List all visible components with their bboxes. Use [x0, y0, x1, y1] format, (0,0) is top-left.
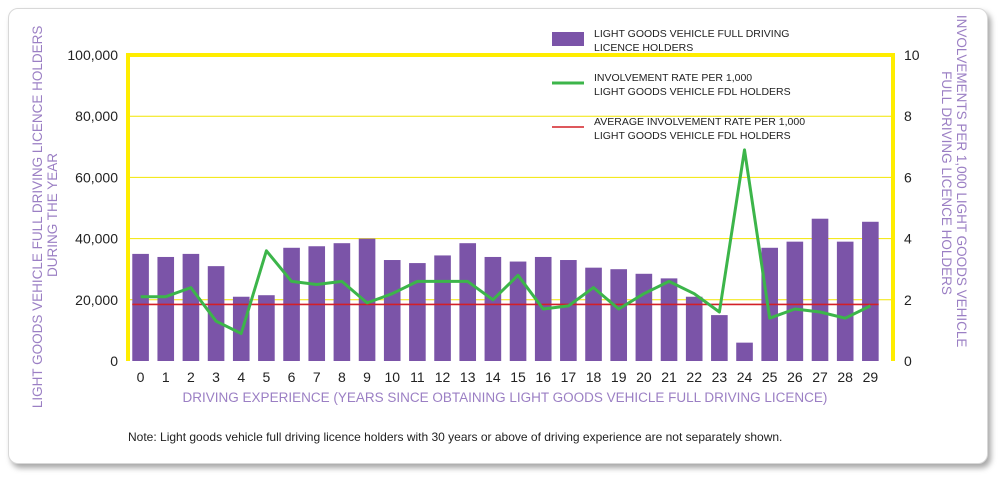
plot-frame [126, 53, 895, 361]
x-tick-label: 10 [384, 369, 400, 385]
x-tick-label: 13 [460, 369, 476, 385]
x-tick-label: 26 [787, 369, 803, 385]
legend: LIGHT GOODS VEHICLE FULL DRIVING LICENCE … [552, 28, 805, 142]
footnote: Note: Light goods vehicle full driving l… [128, 430, 782, 444]
bar [509, 261, 527, 361]
bar [258, 295, 275, 361]
x-tick-label: 28 [837, 369, 853, 385]
x-tick-label: 5 [263, 369, 271, 385]
x-tick-label: 16 [535, 369, 551, 385]
bar [736, 342, 753, 361]
right-tick-label: 10 [904, 47, 920, 63]
x-tick-label: 1 [162, 369, 170, 385]
x-tick-label: 17 [561, 369, 577, 385]
bar [333, 243, 351, 361]
x-tick-label: 7 [313, 369, 321, 385]
right-tick-label: 0 [904, 353, 912, 369]
left-tick-label: 40,000 [75, 231, 118, 247]
x-tick-label: 11 [410, 369, 425, 385]
bar [610, 269, 628, 361]
legend-label: LIGHT GOODS VEHICLE FDL HOLDERS [594, 86, 791, 98]
bar [132, 253, 149, 361]
bar [358, 238, 376, 361]
bar [459, 243, 477, 361]
x-tick-label: 22 [686, 369, 702, 385]
x-tick-label: 4 [237, 369, 245, 385]
x-tick-label: 29 [863, 369, 879, 385]
right-axis-title-line2: FULL DRIVING LICENCE HOLDERS [939, 71, 954, 295]
x-tick-label: 15 [510, 369, 526, 385]
bar [711, 315, 728, 361]
frame-border [126, 53, 895, 361]
bar [182, 253, 200, 361]
legend-label: AVERAGE INVOLVEMENT RATE PER 1,000 [594, 116, 805, 128]
bar [811, 218, 829, 361]
bar [207, 266, 225, 361]
x-tick-label: 2 [187, 369, 195, 385]
legend-label: INVOLVEMENT RATE PER 1,000 [594, 72, 752, 84]
lines [132, 148, 879, 335]
right-axis-title-line1: INVOLVEMENTS PER 1,000 LIGHT GOODS VEHIC… [954, 15, 969, 348]
bar [383, 260, 401, 361]
x-tick-label: 18 [586, 369, 602, 385]
legend-swatch-bar [552, 32, 584, 46]
x-tick-label: 19 [611, 369, 627, 385]
x-tick-label: 24 [737, 369, 753, 385]
x-tick-label: 6 [288, 369, 296, 385]
left-tick-label: 80,000 [75, 108, 118, 124]
x-tick-label: 3 [212, 369, 220, 385]
x-tick-label: 12 [435, 369, 451, 385]
bar [660, 278, 678, 361]
left-axis-title-line2: DURING THE YEAR [45, 153, 60, 277]
involvement-rate-line [140, 148, 872, 335]
bar [786, 241, 804, 361]
left-tick-label: 60,000 [75, 169, 118, 185]
bar [409, 263, 426, 361]
left-tick-label: 0 [110, 353, 118, 369]
bar [836, 241, 854, 361]
bar [157, 256, 175, 361]
bar [635, 273, 653, 361]
x-axis-title: DRIVING EXPERIENCE (YEARS SINCE OBTAININ… [183, 390, 828, 405]
tick-labels: 020,00040,00060,00080,000100,00002468100… [67, 47, 919, 385]
right-tick-label: 8 [904, 108, 912, 124]
svg-text:LIGHT GOODS VEHICLE FULL DRIVI: LIGHT GOODS VEHICLE FULL DRIVING LICENCE… [30, 22, 60, 408]
legend-label: LICENCE HOLDERS [594, 42, 693, 54]
bar [685, 296, 703, 361]
bar [585, 267, 602, 361]
right-tick-label: 2 [904, 292, 912, 308]
x-tick-label: 25 [762, 369, 778, 385]
x-tick-label: 20 [636, 369, 652, 385]
x-tick-label: 14 [485, 369, 501, 385]
right-tick-label: 6 [904, 169, 912, 185]
svg-text:INVOLVEMENTS PER 1,000 LIGHT G: INVOLVEMENTS PER 1,000 LIGHT GOODS VEHIC… [939, 15, 969, 351]
x-tick-label: 8 [338, 369, 346, 385]
bar [862, 221, 879, 361]
bar [434, 255, 451, 361]
x-tick-label: 0 [137, 369, 145, 385]
legend-label: LIGHT GOODS VEHICLE FULL DRIVING [594, 28, 789, 40]
x-tick-label: 9 [363, 369, 371, 385]
left-axis-title-line1: LIGHT GOODS VEHICLE FULL DRIVING LICENCE… [30, 26, 45, 409]
bar [560, 260, 577, 361]
right-axis-title: INVOLVEMENTS PER 1,000 LIGHT GOODS VEHIC… [939, 15, 969, 351]
x-tick-label: 21 [661, 369, 677, 385]
x-tick-label: 23 [712, 369, 728, 385]
right-tick-label: 4 [904, 231, 912, 247]
x-tick-label: 27 [812, 369, 828, 385]
legend-label: LIGHT GOODS VEHICLE FDL HOLDERS [594, 130, 791, 142]
bar [484, 256, 502, 361]
left-tick-label: 100,000 [67, 47, 118, 63]
left-axis-title: LIGHT GOODS VEHICLE FULL DRIVING LICENCE… [30, 22, 60, 409]
left-tick-label: 20,000 [75, 292, 118, 308]
